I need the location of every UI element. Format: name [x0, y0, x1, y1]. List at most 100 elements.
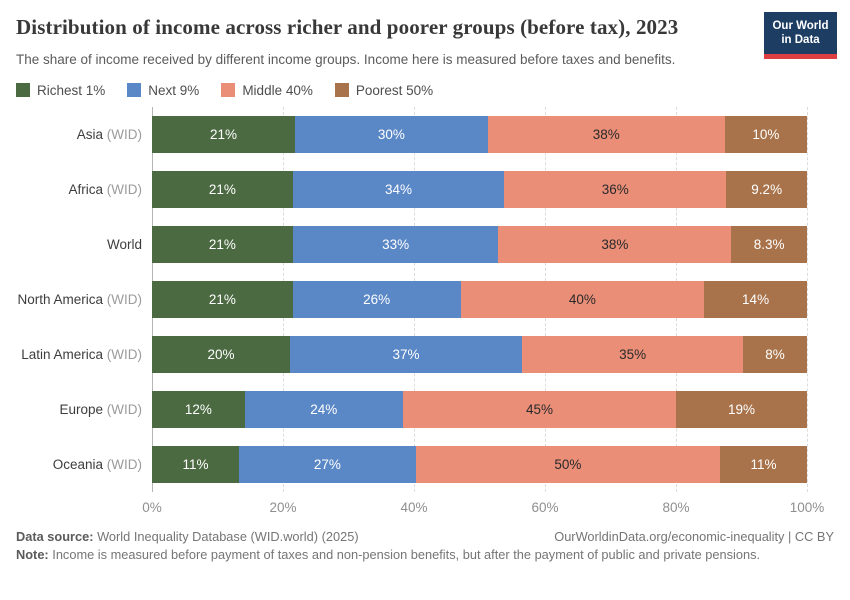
- bar-segment[interactable]: 37%: [289, 335, 523, 373]
- legend-swatch-icon: [127, 83, 142, 98]
- bar-segment[interactable]: 40%: [460, 280, 705, 318]
- x-axis-tick: 40%: [400, 499, 428, 515]
- legend-label: Richest 1%: [37, 82, 106, 98]
- bar-segment[interactable]: 36%: [504, 170, 727, 208]
- owid-logo-red-bar: [764, 53, 837, 59]
- data-source-label: Data source:: [16, 528, 94, 544]
- data-source-text: World Inequality Database (WID.world) (2…: [93, 528, 359, 544]
- bar-segment[interactable]: 24%: [244, 390, 403, 428]
- bar-segment[interactable]: 12%: [152, 390, 245, 428]
- entity-name: Europe: [59, 401, 104, 417]
- stacked-bar: 21% 33% 38% 8.3%: [152, 225, 807, 263]
- bar-segment-value: 34%: [385, 181, 413, 197]
- bar-segment[interactable]: 38%: [487, 115, 725, 153]
- bar-segment-value: 33%: [382, 236, 410, 252]
- row-label[interactable]: Latin America (WID): [16, 347, 152, 362]
- legend-item-0[interactable]: Richest 1%: [16, 83, 105, 98]
- row-label[interactable]: North America (WID): [16, 292, 152, 307]
- bar-segment-value: 30%: [377, 126, 405, 142]
- stacked-bar: 12% 24% 45% 19%: [152, 390, 807, 428]
- stacked-bar: 11% 27% 50% 11%: [152, 445, 807, 483]
- bar-row: Europe (WID) 12% 24% 45% 19%: [16, 382, 807, 437]
- bar-segment-value: 50%: [554, 456, 582, 472]
- note-label: Note:: [16, 547, 49, 563]
- bar-segment-value: 8.3%: [753, 236, 785, 252]
- legend-item-3[interactable]: Poorest 50%: [334, 82, 434, 98]
- bar-segment[interactable]: 30%: [295, 115, 488, 153]
- bar-segment[interactable]: 21%: [152, 225, 293, 263]
- bar-segment[interactable]: 35%: [522, 335, 744, 373]
- bar-rows: Asia (WID) 21% 30% 38% 10% Africa (WID) 21% 34%…: [16, 107, 808, 492]
- data-source: Data source: World Inequality Database (…: [16, 528, 359, 547]
- bar-segment-value: 9.2%: [751, 181, 783, 197]
- bar-row: Latin America (WID) 20% 37% 35% 8%: [16, 327, 807, 382]
- entity-suffix: (WID): [103, 346, 142, 362]
- bar-segment-value: 8%: [765, 346, 785, 362]
- row-label[interactable]: Europe (WID): [16, 402, 152, 417]
- legend-label: Next 9%: [148, 82, 200, 98]
- bar-segment[interactable]: 10%: [724, 115, 807, 153]
- x-axis-tick: 100%: [789, 499, 825, 515]
- bar-segment[interactable]: 21%: [152, 170, 293, 208]
- entity-suffix: (WID): [103, 456, 142, 472]
- legend-swatch-icon: [16, 83, 30, 98]
- bar-segment[interactable]: 19%: [676, 390, 807, 428]
- legend-label: Middle 40%: [242, 82, 313, 98]
- bar-segment-value: 21%: [208, 236, 236, 252]
- bar-segment[interactable]: 50%: [415, 445, 720, 483]
- bar-segment[interactable]: 14%: [704, 280, 807, 318]
- bar-segment[interactable]: 21%: [152, 115, 296, 153]
- stacked-bar: 21% 26% 40% 14%: [152, 280, 807, 318]
- bar-segment[interactable]: 11%: [152, 445, 240, 483]
- bar-row: Africa (WID) 21% 34% 36% 9.2%: [16, 162, 808, 217]
- legend: Richest 1% Next 9% Middle 40% Poorest 50%: [16, 83, 834, 98]
- bar-segment-value: 20%: [207, 346, 235, 362]
- legend-swatch-icon: [334, 83, 349, 98]
- legend-item-1[interactable]: Next 9%: [127, 83, 199, 98]
- legend-item-2[interactable]: Middle 40%: [221, 83, 313, 98]
- bar-segment[interactable]: 38%: [498, 225, 732, 263]
- row-label[interactable]: Asia (WID): [16, 127, 152, 142]
- legend-label: Poorest 50%: [355, 82, 434, 98]
- chart-subtitle: The share of income received by differen…: [16, 51, 676, 67]
- bar-segment[interactable]: 11%: [719, 445, 807, 483]
- bar-segment-value: 11%: [750, 456, 777, 472]
- bar-segment[interactable]: 8.3%: [731, 225, 807, 263]
- entity-suffix: (WID): [103, 126, 142, 142]
- entity-suffix: (WID): [103, 181, 142, 197]
- stacked-bar: 21% 30% 38% 10%: [152, 115, 807, 153]
- bar-segment-value: 10%: [752, 126, 780, 142]
- note-text: Income is measured before payment of tax…: [48, 547, 761, 563]
- bar-row: World 21% 33% 38% 8.3%: [16, 217, 807, 272]
- bar-segment-value: 27%: [313, 456, 341, 472]
- bar-segment-value: 40%: [568, 291, 596, 307]
- bar-segment-value: 26%: [363, 291, 391, 307]
- bar-segment[interactable]: 26%: [292, 280, 461, 318]
- row-label[interactable]: Africa (WID): [16, 182, 152, 197]
- row-label[interactable]: World: [16, 237, 152, 252]
- owid-logo-box: Our World in Data: [764, 12, 837, 54]
- footer: Data source: World Inequality Database (…: [16, 528, 834, 565]
- x-axis-tick: 0%: [142, 499, 162, 515]
- bar-segment-value: 38%: [592, 126, 620, 142]
- bar-segment[interactable]: 20%: [152, 335, 290, 373]
- credit-link[interactable]: OurWorldinData.org/economic-inequality |…: [554, 528, 834, 544]
- bar-segment-value: 19%: [728, 401, 756, 417]
- bar-segment[interactable]: 8%: [743, 335, 807, 373]
- bar-segment[interactable]: 9.2%: [726, 170, 808, 208]
- bar-segment[interactable]: 27%: [239, 445, 416, 483]
- bar-segment[interactable]: 45%: [402, 390, 677, 428]
- bar-row: North America (WID) 21% 26% 40% 14%: [16, 272, 807, 327]
- bar-segment[interactable]: 21%: [152, 280, 293, 318]
- stacked-bar-chart: Asia (WID) 21% 30% 38% 10% Africa (WID) 21% 34%…: [16, 106, 824, 519]
- bar-segment[interactable]: 33%: [292, 225, 499, 263]
- owid-logo-line2: in Data: [781, 34, 820, 47]
- bar-segment-value: 38%: [601, 236, 629, 252]
- bar-segment-value: 37%: [392, 346, 420, 362]
- x-axis: 0% 20% 40% 60% 80% 100%: [142, 492, 824, 519]
- bar-segment[interactable]: 34%: [292, 170, 505, 208]
- owid-logo-line1: Our World: [772, 20, 829, 32]
- owid-logo[interactable]: Our World in Data: [764, 12, 837, 59]
- row-label[interactable]: Oceania (WID): [16, 457, 152, 472]
- gridline: [807, 106, 808, 492]
